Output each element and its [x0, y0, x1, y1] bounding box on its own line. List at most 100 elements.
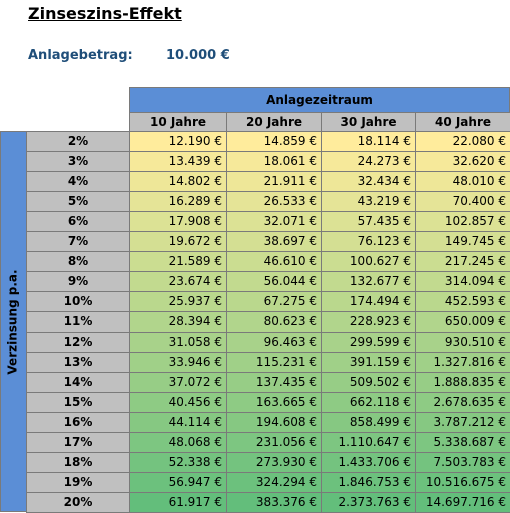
value-cell: 14.859 €	[226, 131, 322, 153]
value-cell: 26.533 €	[226, 191, 322, 213]
value-cell: 1.110.647 €	[321, 431, 416, 453]
rate-cell: 15%	[26, 391, 130, 413]
value-cell: 70.400 €	[415, 191, 510, 213]
rate-cell: 6%	[26, 211, 130, 233]
value-cell: 52.338 €	[129, 451, 227, 473]
value-cell: 57.435 €	[321, 211, 416, 233]
rate-cell: 11%	[26, 311, 130, 333]
value-cell: 662.118 €	[321, 391, 416, 413]
value-cell: 21.589 €	[129, 251, 227, 273]
rate-cell: 16%	[26, 411, 130, 433]
value-cell: 452.593 €	[415, 291, 510, 313]
column-header: 10 Jahre	[129, 112, 227, 132]
value-cell: 21.911 €	[226, 171, 322, 193]
value-cell: 650.009 €	[415, 311, 510, 333]
rate-cell: 17%	[26, 431, 130, 453]
value-cell: 231.056 €	[226, 431, 322, 453]
value-cell: 391.159 €	[321, 351, 416, 373]
value-cell: 10.516.675 €	[415, 471, 510, 493]
value-cell: 163.665 €	[226, 391, 322, 413]
value-cell: 324.294 €	[226, 471, 322, 493]
value-cell: 56.044 €	[226, 271, 322, 293]
value-cell: 32.434 €	[321, 171, 416, 193]
row-header-bar: Verzinsung p.a.	[0, 131, 27, 512]
value-cell: 5.338.687 €	[415, 431, 510, 453]
value-cell: 149.745 €	[415, 231, 510, 253]
value-cell: 132.677 €	[321, 271, 416, 293]
value-cell: 137.435 €	[226, 371, 322, 393]
value-cell: 1.433.706 €	[321, 451, 416, 473]
rate-cell: 19%	[26, 471, 130, 493]
value-cell: 76.123 €	[321, 231, 416, 253]
group-header: Anlagezeitraum	[129, 87, 510, 113]
column-header: 30 Jahre	[321, 112, 416, 132]
rate-cell: 12%	[26, 331, 130, 353]
value-cell: 48.068 €	[129, 431, 227, 453]
value-cell: 31.058 €	[129, 331, 227, 353]
rate-cell: 13%	[26, 351, 130, 373]
rate-cell: 10%	[26, 291, 130, 313]
value-cell: 80.623 €	[226, 311, 322, 333]
value-cell: 1.888.835 €	[415, 371, 510, 393]
value-cell: 930.510 €	[415, 331, 510, 353]
value-cell: 19.672 €	[129, 231, 227, 253]
title: Zinseszins-Effekt	[28, 4, 182, 23]
value-cell: 43.219 €	[321, 191, 416, 213]
rate-cell: 14%	[26, 371, 130, 393]
amount-value: 10.000 €	[166, 48, 230, 63]
value-cell: 1.846.753 €	[321, 471, 416, 493]
value-cell: 33.946 €	[129, 351, 227, 373]
rate-cell: 9%	[26, 271, 130, 293]
value-cell: 28.394 €	[129, 311, 227, 333]
value-cell: 194.608 €	[226, 411, 322, 433]
value-cell: 299.599 €	[321, 331, 416, 353]
rate-cell: 7%	[26, 231, 130, 253]
value-cell: 18.114 €	[321, 131, 416, 153]
rate-cell: 8%	[26, 251, 130, 273]
value-cell: 46.610 €	[226, 251, 322, 273]
rate-cell: 5%	[26, 191, 130, 213]
value-cell: 67.275 €	[226, 291, 322, 313]
value-cell: 2.373.763 €	[321, 491, 416, 513]
value-cell: 56.947 €	[129, 471, 227, 493]
value-cell: 24.273 €	[321, 151, 416, 173]
row-header: Verzinsung p.a.	[5, 269, 20, 375]
value-cell: 12.190 €	[129, 131, 227, 153]
value-cell: 18.061 €	[226, 151, 322, 173]
rate-cell: 3%	[26, 151, 130, 173]
value-cell: 217.245 €	[415, 251, 510, 273]
value-cell: 96.463 €	[226, 331, 322, 353]
rate-cell: 4%	[26, 171, 130, 193]
column-header: 20 Jahre	[226, 112, 322, 132]
value-cell: 115.231 €	[226, 351, 322, 373]
value-cell: 22.080 €	[415, 131, 510, 153]
value-cell: 38.697 €	[226, 231, 322, 253]
value-cell: 32.071 €	[226, 211, 322, 233]
rate-cell: 20%	[26, 491, 130, 513]
value-cell: 48.010 €	[415, 171, 510, 193]
rate-cell: 2%	[26, 131, 130, 153]
value-cell: 858.499 €	[321, 411, 416, 433]
value-cell: 509.502 €	[321, 371, 416, 393]
value-cell: 44.114 €	[129, 411, 227, 433]
value-cell: 13.439 €	[129, 151, 227, 173]
value-cell: 16.289 €	[129, 191, 227, 213]
value-cell: 102.857 €	[415, 211, 510, 233]
value-cell: 383.376 €	[226, 491, 322, 513]
column-header: 40 Jahre	[415, 112, 510, 132]
value-cell: 3.787.212 €	[415, 411, 510, 433]
value-cell: 228.923 €	[321, 311, 416, 333]
value-cell: 32.620 €	[415, 151, 510, 173]
value-cell: 23.674 €	[129, 271, 227, 293]
value-cell: 314.094 €	[415, 271, 510, 293]
value-cell: 61.917 €	[129, 491, 227, 513]
value-cell: 100.627 €	[321, 251, 416, 273]
value-cell: 2.678.635 €	[415, 391, 510, 413]
amount-label: Anlagebetrag:	[28, 48, 133, 63]
value-cell: 40.456 €	[129, 391, 227, 413]
value-cell: 14.697.716 €	[415, 491, 510, 513]
value-cell: 273.930 €	[226, 451, 322, 473]
rate-cell: 18%	[26, 451, 130, 473]
value-cell: 37.072 €	[129, 371, 227, 393]
